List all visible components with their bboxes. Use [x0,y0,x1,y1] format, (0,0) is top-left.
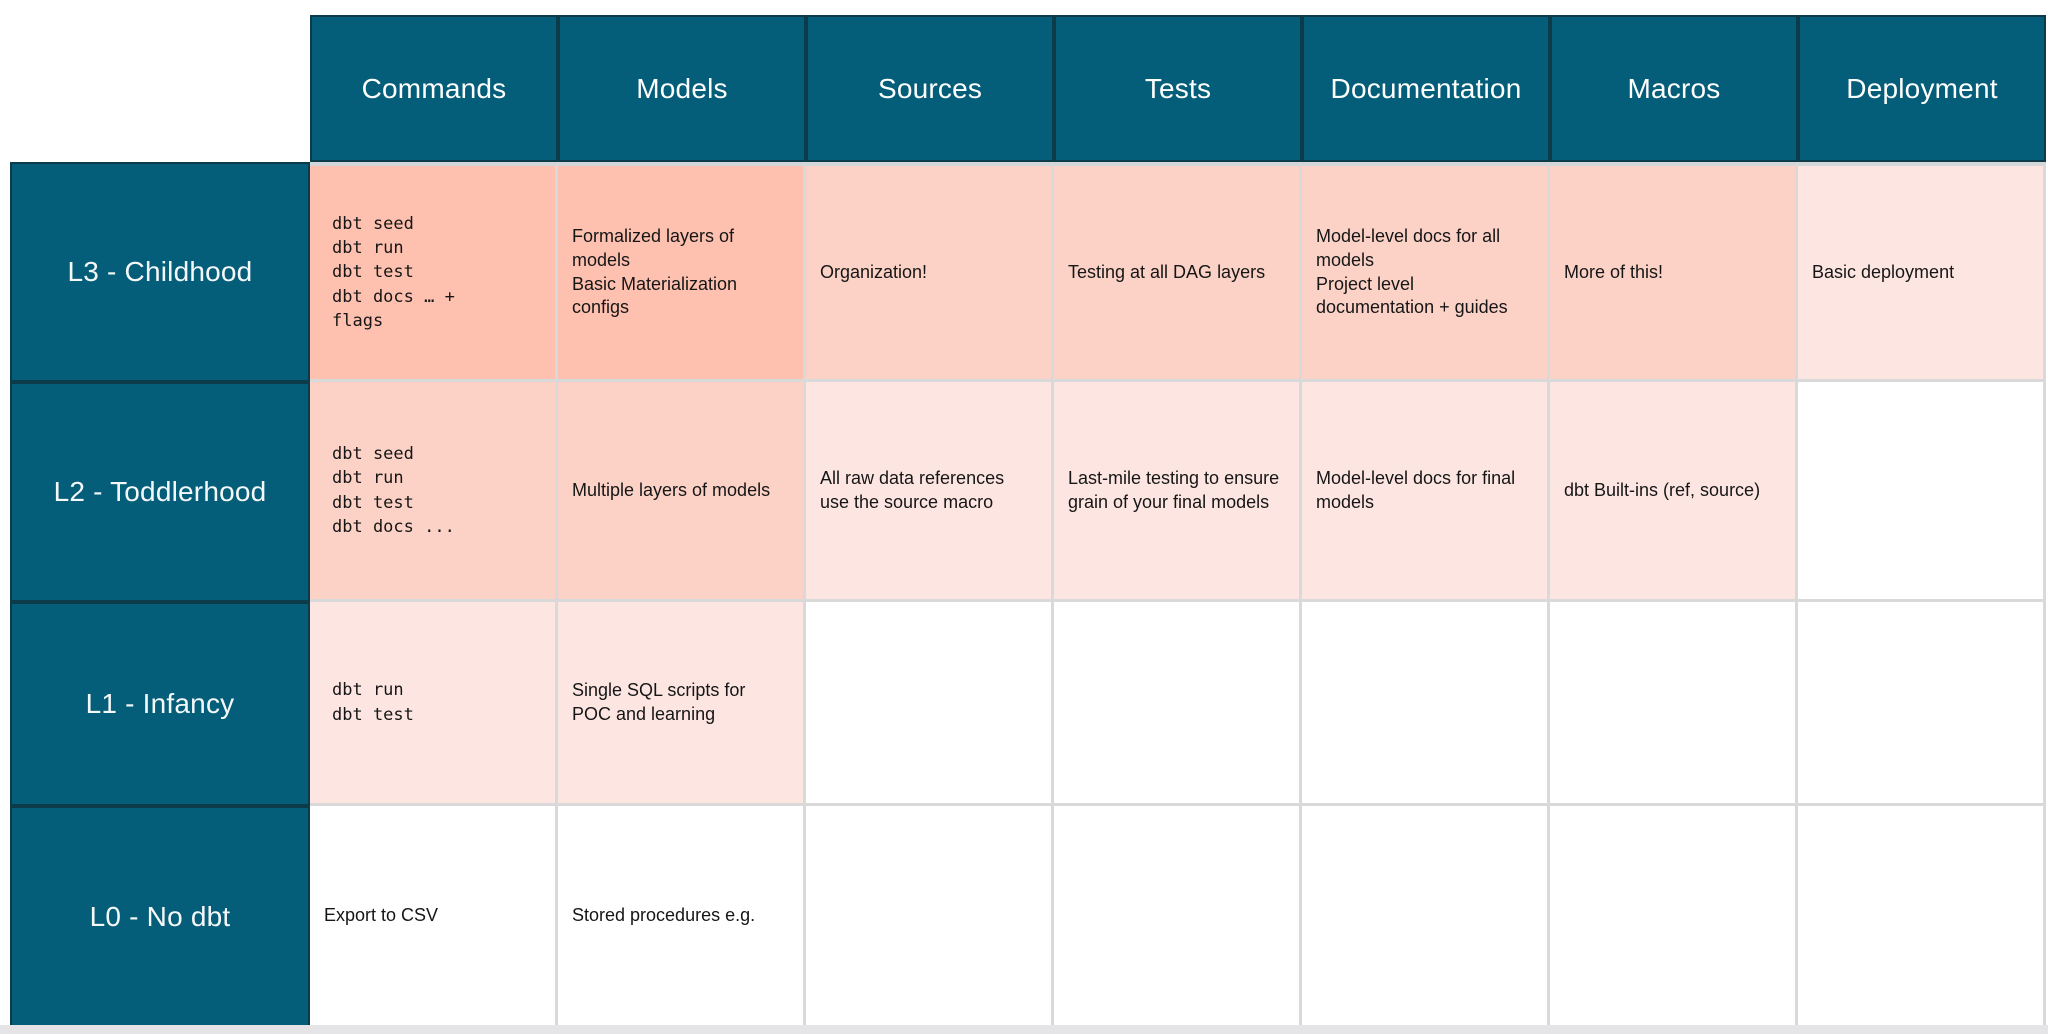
cell-l2-sources: All raw data references use the source m… [806,382,1054,602]
text-line: Organization! [820,261,928,282]
column-header-documentation: Documentation [1302,15,1550,162]
cell-l2-deployment [1798,382,2046,602]
cell-l3-macros: More of this! [1550,162,1798,382]
row-header-l2-toddlerhood: L2 - Toddlerhood [10,382,310,602]
code-line: dbt test [332,492,414,513]
cell-l3-documentation: Model-level docs for all models Project l… [1302,162,1550,382]
cell-l3-commands: dbt seed dbt run dbt test dbt docs … + flags [310,162,558,382]
cell-l3-sources: Organization! [806,162,1054,382]
cell-l1-sources [806,602,1054,806]
text-line: Last-mile testing to ensure grain of you… [1068,467,1280,512]
text-line: Single SQL scripts for POC and learning [572,679,746,724]
text-line: More of this! [1564,261,1664,282]
code-line: dbt docs ... [332,516,455,537]
code-line: dbt run [332,238,404,259]
text-line: All raw data references use the source m… [820,467,1005,512]
text-line: Testing at all DAG layers [1068,261,1266,282]
maturity-table: Commands Models Sources Tests Documentation M… [10,15,2046,1028]
cell-l1-tests [1054,602,1302,806]
cell-l2-tests: Last-mile testing to ensure grain of you… [1054,382,1302,602]
cell-l0-macros [1550,806,1798,1028]
column-header-macros: Macros [1550,15,1798,162]
column-header-deployment: Deployment [1798,15,2046,162]
cell-l2-models: Multiple layers of models [558,382,806,602]
cell-l0-documentation [1302,806,1550,1028]
cell-l1-models: Single SQL scripts for POC and learning [558,602,806,806]
cell-l0-tests [1054,806,1302,1028]
column-header-commands: Commands [310,15,558,162]
row-header-l1-infancy: L1 - Infancy [10,602,310,806]
cell-l1-documentation [1302,602,1550,806]
cell-l2-commands: dbt seed dbt run dbt test dbt docs ... [310,382,558,602]
cell-l0-deployment [1798,806,2046,1028]
cell-l0-commands: Export to CSV [310,806,558,1028]
bottom-divider [0,1025,2048,1034]
text-line: Formalized layers of models [572,226,735,270]
code-line: dbt test [332,704,414,725]
code-line: dbt run [332,468,404,489]
text-line: Model-level docs for final models [1316,467,1516,512]
row-header-l0-no-dbt: L0 - No dbt [10,806,310,1028]
text-line: Basic Materialization configs [572,273,738,318]
cell-l2-documentation: Model-level docs for final models [1302,382,1550,602]
column-header-sources: Sources [806,15,1054,162]
code-line: dbt test [332,262,414,283]
column-header-models: Models [558,15,806,162]
code-line: dbt seed [332,444,414,465]
row-header-l3-childhood: L3 - Childhood [10,162,310,382]
cell-l1-macros [1550,602,1798,806]
cell-l3-deployment: Basic deployment [1798,162,2046,382]
text-line: Stored procedures e.g. [572,904,756,925]
text-line: Model-level docs for all models [1316,226,1501,270]
cell-l0-models: Stored procedures e.g. [558,806,806,1028]
cell-l3-models: Formalized layers of models Basic Materia… [558,162,806,382]
code-line: flags [332,310,384,331]
corner-cell [10,15,310,162]
text-line: Project level documentation + guides [1316,273,1508,318]
text-line: Export to CSV [324,904,439,925]
cell-l3-tests: Testing at all DAG layers [1054,162,1302,382]
code-line: dbt docs … + [332,286,455,307]
cell-l2-macros: dbt Built-ins (ref, source) [1550,382,1798,602]
cell-l1-commands: dbt run dbt test [310,602,558,806]
text-line: Multiple layers of models [572,479,771,500]
cell-l1-deployment [1798,602,2046,806]
column-header-tests: Tests [1054,15,1302,162]
cell-l0-sources [806,806,1054,1028]
text-line: dbt Built-ins (ref, source) [1564,479,1761,500]
text-line: Basic deployment [1812,261,1955,282]
code-line: dbt seed [332,214,414,235]
code-line: dbt run [332,680,404,701]
